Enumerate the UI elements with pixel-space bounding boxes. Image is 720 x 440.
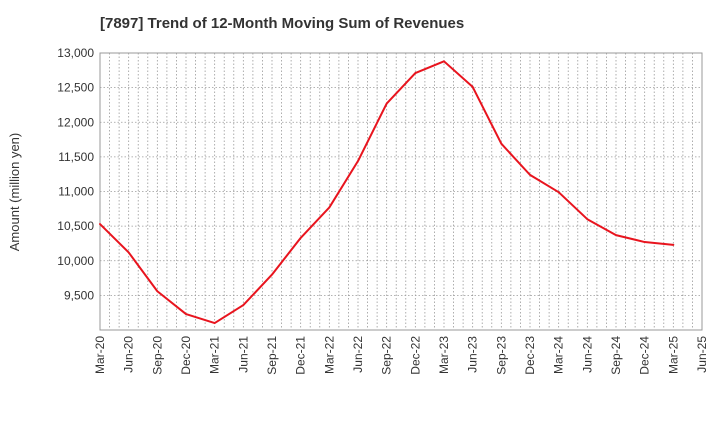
plot-area bbox=[99, 52, 703, 331]
y-tick-label: 12,500 bbox=[57, 81, 94, 95]
x-tick-label: Mar-21 bbox=[208, 336, 222, 374]
x-tick-label: Mar-23 bbox=[437, 336, 451, 374]
series-line bbox=[99, 60, 675, 325]
x-tick-label: Mar-25 bbox=[666, 336, 680, 374]
x-tick-label: Dec-24 bbox=[638, 336, 652, 375]
x-tick-label: Dec-20 bbox=[179, 336, 193, 375]
x-tick-label: Mar-20 bbox=[93, 336, 107, 374]
y-tick-label: 10,000 bbox=[57, 254, 94, 268]
x-tick-label: Dec-22 bbox=[408, 336, 422, 375]
x-tick-label: Sep-20 bbox=[150, 336, 164, 375]
x-tick-label: Sep-24 bbox=[609, 336, 623, 375]
x-tick-label: Sep-23 bbox=[494, 336, 508, 375]
x-tick-label: Sep-21 bbox=[265, 336, 279, 375]
x-tick-label: Jun-22 bbox=[351, 336, 365, 373]
x-axis: Mar-20 Jun-20 Sep-20 Dec-20 Mar-21 Jun-21 Sep-… bbox=[93, 336, 709, 375]
x-tick-label: Jun-23 bbox=[466, 336, 480, 373]
y-axis-label: Amount (million yen) bbox=[7, 133, 22, 252]
x-tick-label: Jun-25 bbox=[695, 336, 709, 373]
x-tick-label: Dec-23 bbox=[523, 336, 537, 375]
x-tick-label: Dec-21 bbox=[294, 336, 308, 375]
x-tick-label: Sep-22 bbox=[380, 336, 394, 375]
x-tick-label: Jun-20 bbox=[122, 336, 136, 373]
series-layer bbox=[99, 60, 675, 325]
x-tick-label: Jun-21 bbox=[236, 336, 250, 373]
y-tick-label: 12,000 bbox=[57, 115, 94, 129]
y-tick-label: 11,000 bbox=[58, 185, 94, 199]
grid bbox=[100, 53, 702, 330]
y-axis: 9,500 10,000 10,500 11,000 11,500 12,000 12,50… bbox=[57, 46, 94, 302]
x-tick-label: Mar-24 bbox=[552, 336, 566, 374]
x-tick-label: Jun-24 bbox=[580, 336, 594, 373]
y-tick-label: 11,500 bbox=[58, 150, 94, 164]
chart-title: [7897] Trend of 12-Month Moving Sum of R… bbox=[100, 15, 465, 32]
y-tick-label: 9,500 bbox=[64, 288, 94, 302]
y-tick-label: 13,000 bbox=[57, 46, 94, 60]
x-tick-label: Mar-22 bbox=[322, 336, 336, 374]
y-tick-label: 10,500 bbox=[57, 219, 94, 233]
